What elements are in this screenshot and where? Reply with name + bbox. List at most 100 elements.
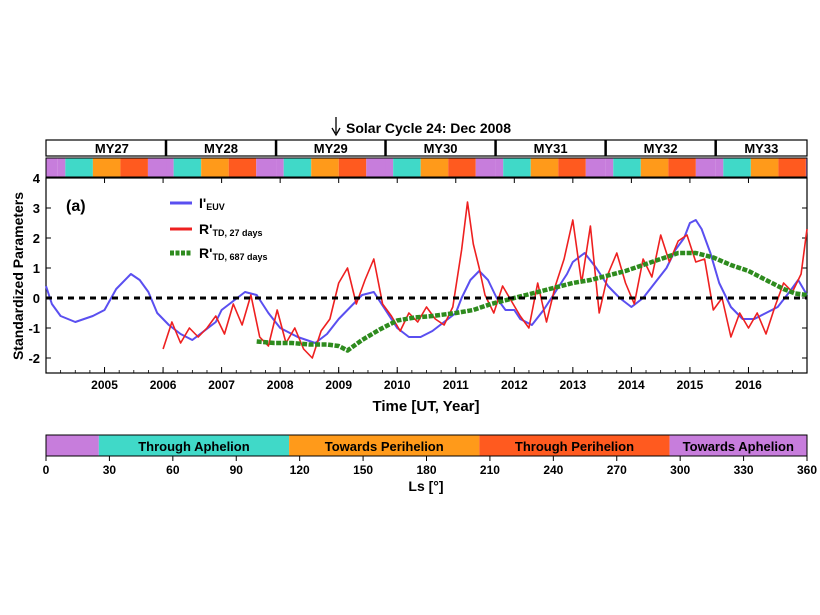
season-cell	[530, 158, 559, 177]
ls-tick-label: 360	[797, 463, 817, 477]
season-cell	[585, 158, 606, 177]
season-cell	[166, 158, 174, 177]
y-axis-title: Standardized Parameters	[10, 192, 26, 360]
season-cell	[503, 158, 531, 177]
season-cell	[605, 158, 614, 177]
y-tick-label: 1	[33, 261, 40, 276]
legend-sub-euv: EUV	[206, 202, 225, 212]
mars-year-label: MY30	[424, 141, 458, 156]
season-cell	[448, 158, 476, 177]
season-cell	[57, 158, 66, 177]
x-tick-label: 2016	[735, 378, 762, 392]
x-tick-label: 2011	[443, 378, 469, 392]
ls-axis-title: Ls [°]	[408, 478, 443, 494]
season-cell	[228, 158, 257, 177]
ls-tick-label: 120	[290, 463, 310, 477]
ls-segment-label: Through Aphelion	[138, 439, 249, 454]
season-cell	[92, 158, 121, 177]
mars-year-label: MY31	[534, 141, 568, 156]
season-strip	[46, 158, 807, 177]
solar-cycle-annotation: Solar Cycle 24: Dec 2008	[331, 117, 511, 137]
mars-year-label: MY33	[744, 141, 778, 156]
ls-segment	[98, 435, 290, 456]
ls-segment	[46, 435, 99, 456]
x-tick-label: 2006	[150, 378, 177, 392]
legend-label-rtd27: R'	[199, 221, 212, 237]
mars-year-label: MY28	[204, 141, 238, 156]
mars-year-header	[45, 139, 808, 157]
season-cell	[65, 158, 93, 177]
x-tick-label: 2013	[559, 378, 586, 392]
legend: I'EUV R'TD, 27 days R'TD, 687 days	[170, 195, 267, 262]
season-cell	[173, 158, 202, 177]
season-cell	[311, 158, 339, 177]
ls-tick-label: 150	[353, 463, 373, 477]
ls-bar: Through Aphelion Towards Perihelion Throug…	[46, 435, 807, 456]
svg-text:R'TD, 27 days: R'TD, 27 days	[199, 221, 262, 238]
ls-segment	[289, 435, 480, 456]
ls-segment-label: Through Perihelion	[515, 439, 634, 454]
ls-tick-label: 60	[166, 463, 180, 477]
svg-text:R'TD, 687 days: R'TD, 687 days	[199, 245, 267, 262]
season-cell	[393, 158, 421, 177]
mars-year-label: MY29	[314, 141, 348, 156]
season-cell	[640, 158, 669, 177]
ls-segment-label: Towards Perihelion	[325, 439, 444, 454]
solar-cycle-label: Solar Cycle 24: Dec 2008	[346, 120, 511, 136]
x-tick-label: 2005	[91, 378, 118, 392]
legend-label-rtd687: R'	[199, 245, 212, 261]
x-tick-label: 2007	[208, 378, 235, 392]
season-cell	[46, 158, 58, 177]
x-tick-label: 2014	[618, 378, 645, 392]
season-cell	[805, 158, 807, 177]
season-cell	[715, 158, 724, 177]
ls-tick-label: 240	[543, 463, 563, 477]
season-cell	[147, 158, 168, 177]
x-tick-label: 2009	[325, 378, 352, 392]
season-cell	[120, 158, 148, 177]
y-tick-label: 2	[33, 231, 40, 246]
season-cell	[475, 158, 496, 177]
series-rtd27-line	[162, 201, 808, 359]
ls-tick-label: 180	[416, 463, 436, 477]
season-cell	[420, 158, 449, 177]
ls-tick-label: 30	[103, 463, 117, 477]
season-cell	[201, 158, 229, 177]
series-rtd687-line	[256, 250, 808, 353]
season-cell	[750, 158, 779, 177]
ls-tick-label: 90	[230, 463, 244, 477]
legend-label-euv: I'	[199, 195, 206, 211]
plot-area	[45, 177, 808, 374]
season-cell	[723, 158, 751, 177]
ls-tick-label: 330	[734, 463, 754, 477]
season-cell	[558, 158, 586, 177]
mars-year-label: MY32	[644, 141, 678, 156]
panel-label: (a)	[66, 198, 86, 215]
x-tick-label: 2008	[267, 378, 294, 392]
x-tick-label: 2015	[677, 378, 704, 392]
season-cell	[256, 158, 277, 177]
legend-sub-rtd27: TD, 27 days	[212, 228, 262, 238]
ls-segment	[479, 435, 670, 456]
ls-tick-label: 300	[670, 463, 690, 477]
y-tick-label: -2	[28, 351, 40, 366]
svg-text:I'EUV: I'EUV	[199, 195, 225, 212]
season-cell	[283, 158, 312, 177]
x-axis-title: Time [UT, Year]	[373, 398, 480, 415]
y-tick-label: 0	[33, 291, 40, 306]
ls-tick-label: 0	[43, 463, 50, 477]
ls-segment	[669, 435, 807, 456]
season-cell	[366, 158, 387, 177]
y-tick-label: 4	[33, 171, 41, 186]
mars-year-label: MY27	[95, 141, 129, 156]
series-euv-line	[45, 219, 808, 344]
ls-segment-label: Towards Aphelion	[683, 439, 794, 454]
season-cell	[276, 158, 284, 177]
x-tick-label: 2010	[384, 378, 411, 392]
ls-tick-label: 270	[607, 463, 627, 477]
season-cell	[338, 158, 367, 177]
season-cell	[495, 158, 504, 177]
ls-tick-label: 210	[480, 463, 500, 477]
season-cell	[778, 158, 806, 177]
